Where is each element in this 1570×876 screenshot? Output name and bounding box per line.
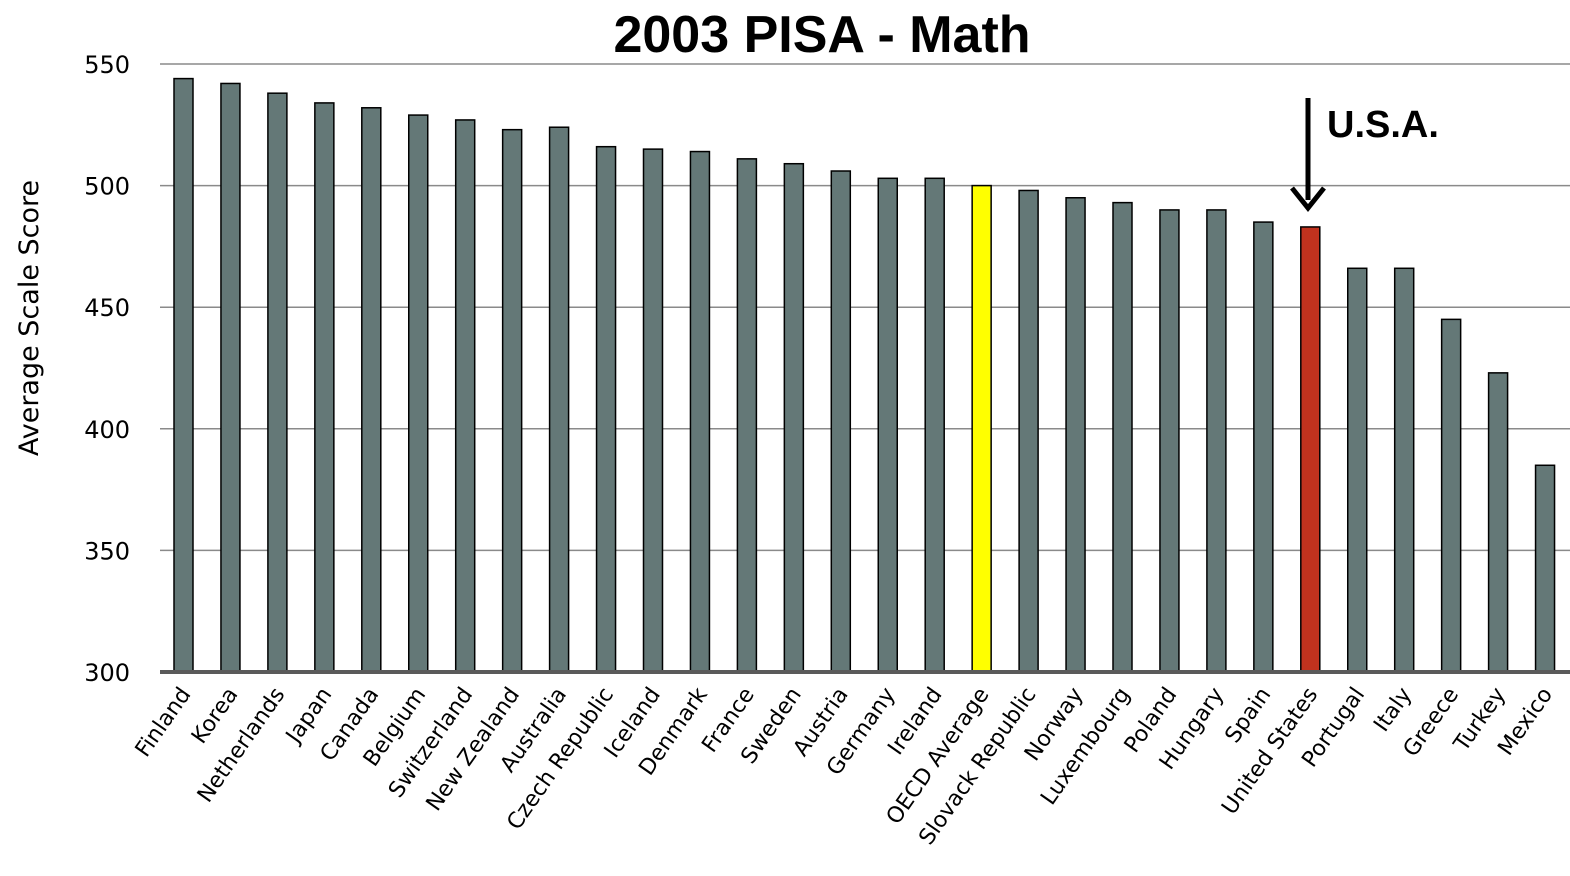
x-tick-label: Finland [131, 683, 197, 762]
bar-luxembourg [1112, 201, 1133, 673]
bar-spain [1253, 221, 1274, 673]
chart-title: 2003 PISA - Math [613, 6, 1030, 64]
bars [173, 77, 1556, 673]
bar-new-zealand [501, 128, 523, 673]
usa-annotation: U.S.A. [1290, 98, 1439, 213]
bar-belgium [408, 114, 429, 673]
bar-norway [1065, 197, 1086, 673]
y-tick-label: 450 [84, 294, 130, 322]
bar-denmark [689, 150, 711, 673]
gridlines [160, 63, 1570, 552]
bar-korea [220, 82, 241, 673]
bar-greece [1440, 318, 1462, 673]
bar-oecd-average [971, 184, 992, 673]
y-tick-label: 500 [84, 173, 130, 201]
y-axis-ticks: 300 350 400 450 500 550 [84, 51, 130, 687]
bar-sweden [783, 162, 805, 673]
bar-mexico [1534, 464, 1556, 673]
bar-hungary [1206, 209, 1227, 673]
y-tick-label: 400 [84, 416, 130, 444]
bar-czech-republic [595, 145, 617, 673]
bar-austria [830, 170, 852, 673]
bar-portugal [1347, 267, 1368, 673]
bar-united-states [1300, 226, 1321, 673]
bar-finland [173, 77, 194, 673]
bar-slovack-republic [1018, 189, 1039, 673]
y-axis-label: Average Scale Score [14, 180, 45, 456]
bar-netherlands [267, 92, 288, 673]
x-tick-label: Italy [1369, 683, 1417, 736]
bar-france [736, 158, 758, 673]
bar-italy [1393, 267, 1415, 673]
annotation-label: U.S.A. [1327, 104, 1439, 146]
annotation-arrow-head [1290, 186, 1326, 213]
y-tick-label: 550 [84, 51, 130, 79]
x-axis-ticks: FinlandKoreaNetherlandsJapanCanadaBelgiu… [131, 683, 1558, 850]
bar-iceland [642, 148, 664, 673]
bar-turkey [1487, 372, 1509, 673]
bar-canada [361, 107, 382, 673]
bar-germany [877, 177, 898, 673]
y-tick-label: 350 [84, 537, 130, 565]
bar-poland [1159, 209, 1180, 673]
y-tick-label: 300 [84, 659, 130, 687]
bar-ireland [924, 177, 945, 673]
bar-japan [314, 102, 335, 673]
bar-switzerland [454, 119, 476, 673]
bar-australia [548, 126, 570, 673]
